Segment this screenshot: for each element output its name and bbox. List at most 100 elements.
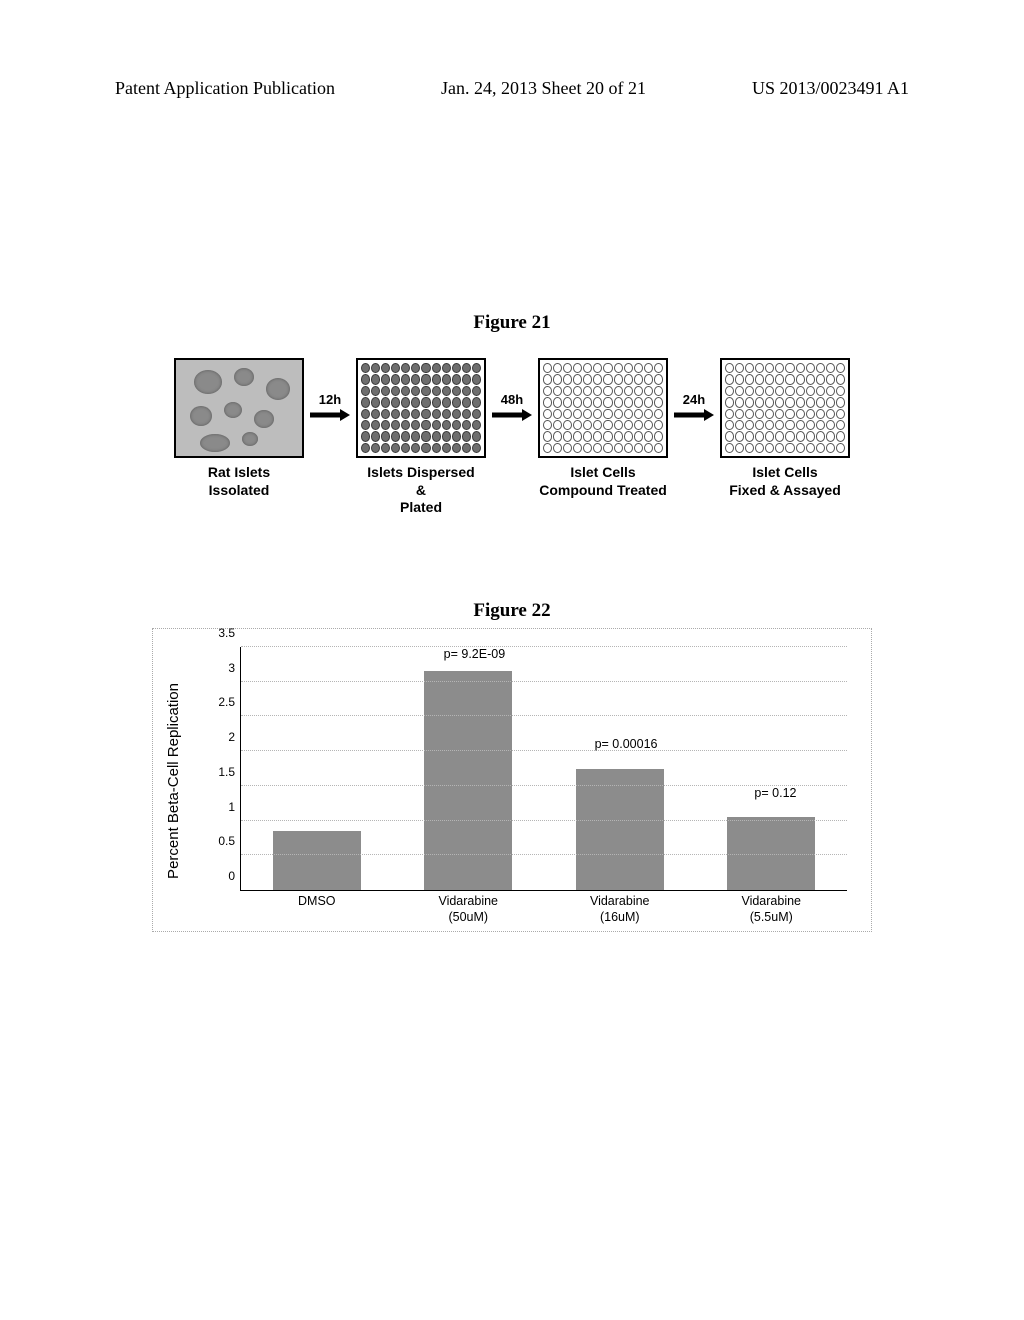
plate-well [371,374,380,384]
plate-well [654,431,663,441]
plate-well [775,397,784,407]
plate-well [563,397,572,407]
plate-well [401,386,410,396]
header-left: Patent Application Publication [115,78,335,99]
plate-well [735,374,744,384]
plate-well [634,397,643,407]
plate-well [603,363,612,373]
plate-well [401,397,410,407]
plate-well [735,386,744,396]
plate-well [361,397,370,407]
plate-well [785,443,794,453]
plate-well [553,374,562,384]
plate-well [765,420,774,430]
plate-well [816,363,825,373]
plate-well [583,363,592,373]
figure-21-workflow: Rat IsletsIssolated 12h Islets Dispersed… [107,358,917,517]
plate-well [563,420,572,430]
plate-well [432,431,441,441]
plate-well [452,409,461,419]
plate-well [593,431,602,441]
plate-well [735,443,744,453]
plate-well [462,386,471,396]
plate-panel-empty-2 [720,358,850,458]
plate-well [624,386,633,396]
figure-21: Figure 21 Rat IsletsIssolated 12h Islet [107,312,917,517]
plate-well [654,363,663,373]
plate-well [573,386,582,396]
plate-well [391,443,400,453]
plate-well [583,397,592,407]
chart-frame: Percent Beta-Cell Replication DMSOVidara… [152,628,872,932]
plate-well [725,363,734,373]
plate-well [391,431,400,441]
chart-xtick: Vidarabine(50uM) [393,890,545,925]
plate-well [654,409,663,419]
figure-22-title: Figure 22 [152,600,872,622]
plate-well [634,420,643,430]
plate-well [573,363,582,373]
plate-well [796,409,805,419]
plate-well [411,397,420,407]
chart-xtick: Vidarabine(5.5uM) [696,890,848,925]
plate-well [442,409,451,419]
plate-well [371,397,380,407]
plate-well [826,443,835,453]
plate-well [573,409,582,419]
plate-well [624,443,633,453]
plate-well [543,420,552,430]
plate-well [421,386,430,396]
plate-well [462,431,471,441]
plate-well [452,386,461,396]
plate-well [644,443,653,453]
plate-well [785,409,794,419]
plate-well [796,363,805,373]
plate-well [553,363,562,373]
plate-well [573,443,582,453]
plate-well [836,443,845,453]
plate-well [755,420,764,430]
plate-well [381,431,390,441]
plate-panel-filled [356,358,486,458]
plate-well [603,431,612,441]
plate-well [452,363,461,373]
plate-well [644,363,653,373]
plate-well [421,397,430,407]
chart-bar [576,769,664,891]
plate-well [735,420,744,430]
plate-well [644,420,653,430]
plate-well [432,409,441,419]
plate-well [725,409,734,419]
plate-well [785,420,794,430]
plate-well [614,420,623,430]
plate-well [472,443,481,453]
plate-well [442,431,451,441]
chart-ytick: 0 [228,869,235,883]
plate-well [593,374,602,384]
plate-well [442,443,451,453]
chart-ytick: 2 [228,730,235,744]
plate-well [806,397,815,407]
plate-well [826,409,835,419]
plate-well [543,374,552,384]
plate-well [563,431,572,441]
plate-well [603,443,612,453]
plate-well [583,431,592,441]
plate-well [765,443,774,453]
plate-well [614,431,623,441]
plate-well [391,420,400,430]
plate-well [755,397,764,407]
chart-gridline [241,750,847,751]
plate-well [745,443,754,453]
plate-well [634,363,643,373]
plate-well [836,374,845,384]
plate-well [371,443,380,453]
plate-well [735,363,744,373]
plate-well [442,374,451,384]
chart-xtick: Vidarabine(16uM) [544,890,696,925]
plate-well [644,431,653,441]
plate-well [826,420,835,430]
plate-well [381,386,390,396]
plate-well [381,397,390,407]
plate-well [765,386,774,396]
